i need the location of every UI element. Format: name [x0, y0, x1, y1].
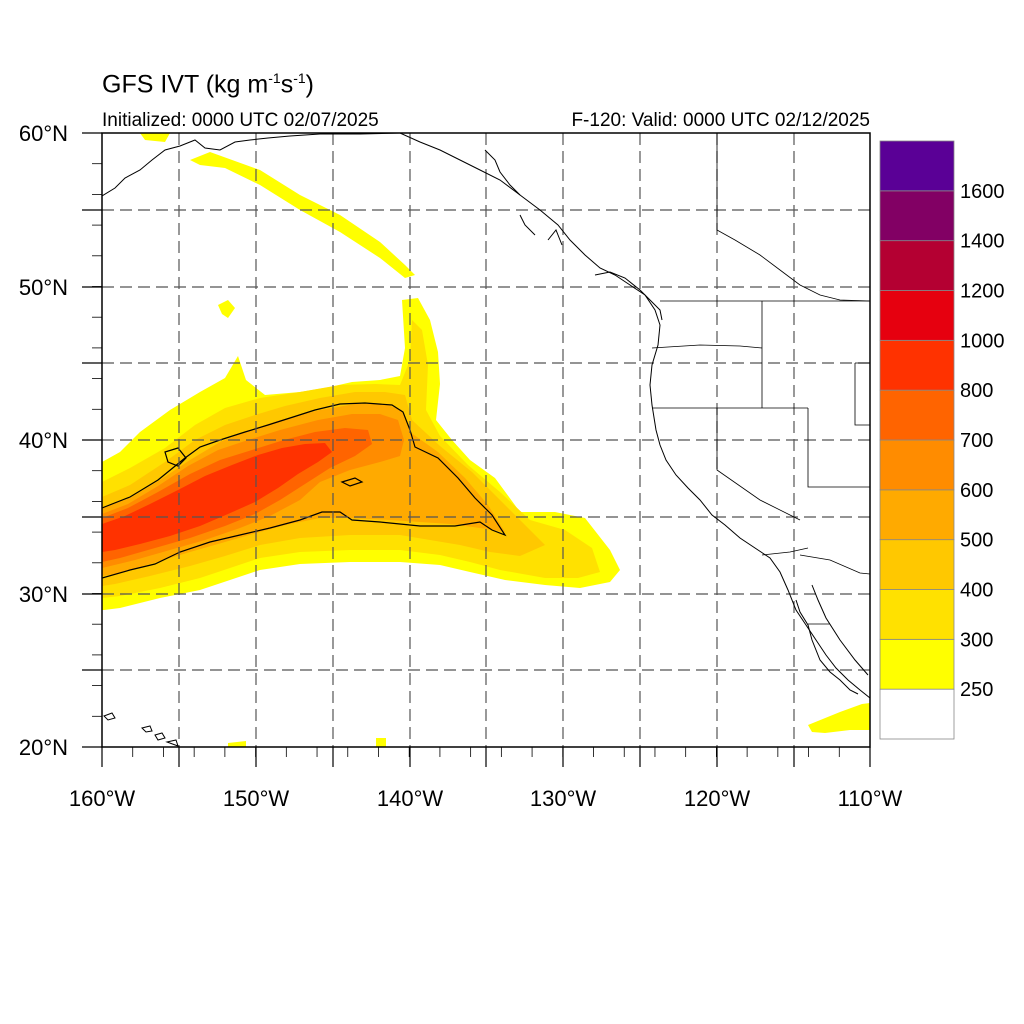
lat-label: 30°N	[19, 582, 68, 607]
coast-alaska	[102, 133, 401, 197]
colorbar-swatch	[879, 439, 955, 491]
colorbar-label: 1200	[960, 281, 1005, 303]
colorbar-swatch	[879, 539, 955, 590]
coast-panhandle	[399, 133, 870, 699]
coast-baja	[795, 599, 859, 695]
colorbar-label: 400	[960, 580, 993, 602]
ivt-contour-500	[102, 402, 507, 579]
lon-label: 110°W	[838, 786, 903, 811]
coastlines	[102, 133, 870, 747]
colorbar: 250 300 400 500 600 700 800 1000 1200 1400 1600	[879, 140, 1005, 740]
colorbar-label: 1000	[960, 330, 1005, 352]
lon-labels: 160°W 150°W 140°W 130°W 120°W 110°W	[69, 786, 903, 811]
lat-label: 20°N	[19, 735, 68, 760]
colorbar-swatch	[879, 489, 955, 541]
colorbar-swatch	[879, 339, 955, 391]
coast-islands-ak	[484, 149, 563, 246]
ivt-band-800	[102, 443, 332, 552]
ivt-spot-nw	[140, 133, 170, 142]
colorbar-label: 800	[960, 380, 993, 402]
valid-time-label: F-120: Valid: 0000 UTC 02/12/2025	[571, 110, 870, 131]
colorbar-swatch	[879, 190, 955, 242]
colorbar-swatch	[879, 638, 955, 690]
lon-label: 140°W	[377, 786, 444, 811]
colorbar-label: 700	[960, 430, 993, 452]
coast-gulf	[811, 584, 869, 676]
lon-label: 120°W	[684, 786, 751, 811]
lat-labels: 20°N 30°N 40°N 50°N 60°N	[19, 121, 68, 760]
lat-label: 40°N	[19, 428, 68, 453]
colorbar-label: 500	[960, 530, 993, 552]
lon-label: 160°W	[69, 786, 136, 811]
lon-label: 130°W	[530, 786, 597, 811]
ivt-contour-blob1	[340, 477, 364, 487]
colorbar-label: 1600	[960, 181, 1005, 203]
colorbar-swatch	[879, 688, 955, 740]
borders	[651, 133, 870, 625]
colorbar-swatch	[879, 589, 955, 640]
lon-label: 150°W	[223, 786, 290, 811]
ivt-spot-alaska	[190, 152, 415, 278]
ivt-spot-south1	[228, 741, 246, 747]
colorbar-label: 300	[960, 629, 993, 651]
colorbar-swatch	[879, 290, 955, 341]
colorbar-swatch	[879, 389, 955, 441]
colorbar-swatch	[879, 240, 955, 291]
init-time-label: Initialized: 0000 UTC 02/07/2025	[102, 110, 379, 131]
colorbar-label: 1400	[960, 231, 1005, 253]
ivt-spot-north	[218, 300, 235, 318]
coast-hawaii	[103, 712, 179, 747]
axis-minor-ticks	[92, 132, 871, 757]
colorbar-label: 600	[960, 480, 993, 502]
colorbar-swatch	[879, 140, 955, 192]
colorbar-label: 250	[960, 679, 993, 701]
lat-label: 60°N	[19, 121, 68, 146]
lat-label: 50°N	[19, 275, 68, 300]
ivt-contour-blob2	[164, 447, 187, 467]
coast-vancouver	[594, 271, 663, 321]
ivt-spot-mexico	[808, 703, 870, 733]
ivt-spot-south2	[376, 738, 386, 747]
chart-title: GFS IVT (kg m-1s-1)	[102, 70, 314, 99]
